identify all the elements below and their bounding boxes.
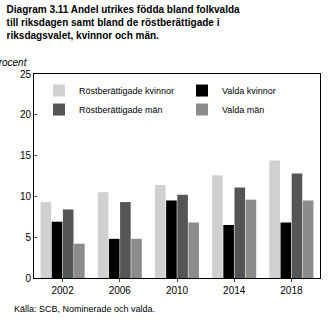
svg-text:Röstberättigade män: Röstberättigade män xyxy=(79,105,163,115)
svg-text:Valda kvinnor: Valda kvinnor xyxy=(222,86,276,96)
svg-text:2010: 2010 xyxy=(166,285,189,296)
svg-text:2018: 2018 xyxy=(280,285,303,296)
svg-text:25: 25 xyxy=(20,69,32,80)
svg-text:Diagram 3.11 Andel utrikes föd: Diagram 3.11 Andel utrikes födda bland f… xyxy=(7,4,240,41)
svg-text:0: 0 xyxy=(25,273,31,284)
svg-text:2006: 2006 xyxy=(109,285,132,296)
svg-text:20: 20 xyxy=(20,109,32,120)
svg-text:15: 15 xyxy=(20,150,32,161)
svg-text:2014: 2014 xyxy=(223,285,246,296)
svg-text:Procent: Procent xyxy=(0,57,28,68)
svg-text:Källa: SCB, Nominerade och val: Källa: SCB, Nominerade och valda. xyxy=(14,304,155,314)
svg-text:5: 5 xyxy=(25,232,31,243)
svg-text:2002: 2002 xyxy=(51,285,74,296)
svg-text:Valda män: Valda män xyxy=(222,105,264,115)
svg-text:10: 10 xyxy=(20,191,32,202)
svg-text:Röstberättigade kvinnor: Röstberättigade kvinnor xyxy=(79,86,174,96)
